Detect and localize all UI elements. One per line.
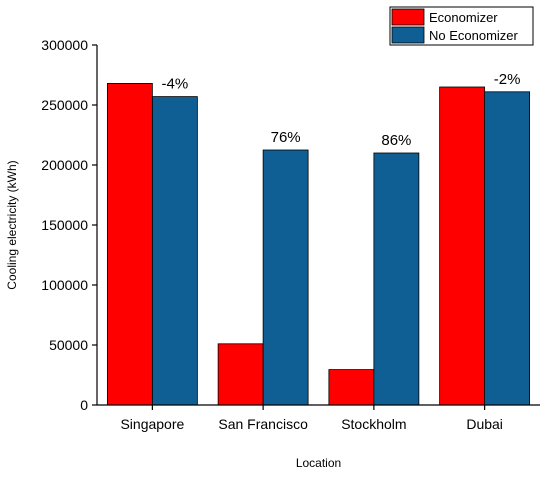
bar-no-economizer-singapore bbox=[151, 96, 198, 406]
y-tick-label: 150000 bbox=[41, 217, 88, 233]
x-tick-label: Dubai bbox=[466, 416, 503, 432]
legend-label: No Economizer bbox=[429, 28, 519, 43]
data-label: -4% bbox=[162, 76, 189, 93]
bar-economizer-stockholm bbox=[328, 369, 375, 406]
bar-economizer-san-francisco bbox=[217, 343, 264, 406]
bar-no-economizer-stockholm bbox=[373, 152, 420, 406]
legend-label: Economizer bbox=[429, 10, 498, 25]
y-tick-label: 0 bbox=[80, 397, 88, 413]
bar-economizer-dubai bbox=[439, 86, 486, 406]
data-label: 76% bbox=[271, 129, 301, 146]
x-tick-label: San Francisco bbox=[218, 416, 308, 432]
bar-economizer-singapore bbox=[106, 83, 153, 406]
data-labels-group: -4% 76% 86% -2% bbox=[162, 71, 521, 149]
y-axis-title: Cooling electricity (kWh) bbox=[5, 160, 19, 289]
y-tick-label: 250000 bbox=[41, 97, 88, 113]
x-axis-title: Location bbox=[296, 456, 341, 470]
legend: Economizer No Economizer bbox=[389, 6, 534, 46]
legend-swatch bbox=[391, 8, 425, 26]
x-tick-label: Stockholm bbox=[341, 416, 406, 432]
y-tick-label: 50000 bbox=[49, 337, 88, 353]
y-tick-label: 300000 bbox=[41, 37, 88, 53]
bars-group bbox=[106, 83, 531, 406]
bar-no-economizer-dubai bbox=[484, 91, 531, 406]
y-tick-label: 200000 bbox=[41, 157, 88, 173]
y-tick-label: 100000 bbox=[41, 277, 88, 293]
plot-area: -4% 76% 86% -2% 0 50000 100000 150000 200000 250… bbox=[41, 37, 540, 432]
bar-no-economizer-san-francisco bbox=[262, 149, 309, 406]
x-tick-label: Singapore bbox=[120, 416, 184, 432]
data-label: -2% bbox=[494, 71, 521, 88]
data-label: 86% bbox=[381, 132, 411, 149]
legend-swatch bbox=[391, 26, 425, 44]
y-axis-ticks: 0 50000 100000 150000 200000 250000 300000 bbox=[41, 37, 97, 413]
x-axis-ticks: Singapore San Francisco Stockholm Dubai bbox=[120, 405, 503, 432]
